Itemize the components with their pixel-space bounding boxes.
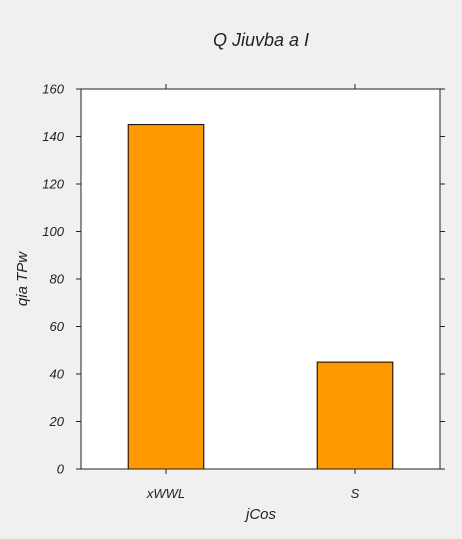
plot-frame	[80, 88, 441, 470]
y-tick-label: 60	[50, 319, 65, 334]
y-tick-label: 20	[49, 414, 65, 429]
bar-S	[316, 361, 394, 470]
y-tick-label: 80	[50, 272, 65, 287]
y-tick-label: 40	[50, 367, 65, 382]
x-axis-label: jCos	[244, 506, 277, 523]
y-tick-label: 0	[57, 462, 65, 477]
x-tick-label: xWWL	[146, 486, 185, 501]
x-tick-label: S	[351, 486, 360, 501]
y-tick-label: 120	[42, 177, 64, 192]
bar-xWWL	[127, 124, 205, 470]
chart-title: Q Jiuvba a I	[213, 30, 309, 50]
y-tick-label: 100	[42, 224, 64, 239]
bars-group	[127, 124, 394, 470]
y-tick-label: 140	[42, 129, 64, 144]
y-axis-label: qia TPw	[14, 251, 31, 306]
y-tick-label: 160	[42, 82, 64, 97]
ticks-group: xWWL S 0 20 40 60 80 100 120 140 160	[42, 82, 445, 501]
